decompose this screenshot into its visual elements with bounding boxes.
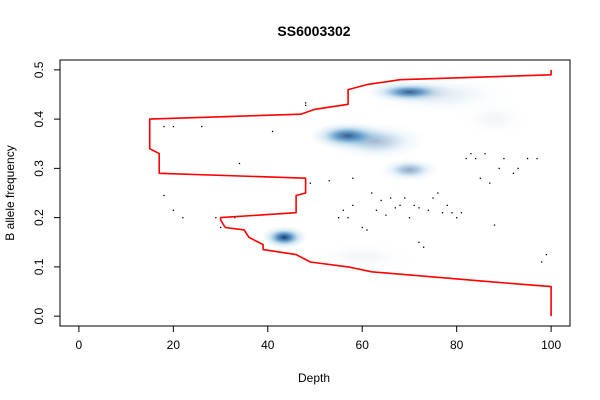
y-tick-label: 0.1 <box>32 258 46 275</box>
series-line <box>148 69 552 317</box>
data-point <box>418 207 420 209</box>
data-point <box>456 217 458 219</box>
y-tick-label: 0.0 <box>32 307 46 324</box>
data-point <box>201 125 203 128</box>
data-point <box>489 182 491 184</box>
data-point <box>460 212 463 214</box>
data-point <box>465 157 467 160</box>
data-point <box>172 209 175 211</box>
x-tick-label: 0 <box>76 338 83 352</box>
x-tick-label: 40 <box>261 338 275 352</box>
data-point <box>361 226 363 229</box>
data-point <box>545 253 548 256</box>
data-point <box>536 157 538 160</box>
data-point <box>493 224 496 226</box>
series-layer <box>148 69 552 317</box>
data-point <box>352 177 354 179</box>
y-tick-label: 0.4 <box>32 110 46 127</box>
data-point <box>479 177 481 179</box>
density-layer <box>260 72 536 274</box>
data-point <box>404 197 406 199</box>
data-point <box>375 209 378 211</box>
data-point <box>418 241 420 243</box>
data-point <box>432 197 434 199</box>
data-point <box>342 209 345 211</box>
density-blob <box>378 157 441 182</box>
y-tick-label: 0.5 <box>32 61 46 78</box>
data-point <box>512 172 515 174</box>
data-point <box>238 162 241 165</box>
x-axis-label: Depth <box>298 371 330 385</box>
density-blob <box>299 240 425 274</box>
data-point <box>347 217 349 219</box>
x-axis: 0 20 40 60 80 100 <box>76 325 561 352</box>
data-point <box>408 217 411 219</box>
y-tick-label: 0.3 <box>32 160 46 177</box>
data-point <box>503 157 505 160</box>
x-tick-label: 20 <box>167 338 181 352</box>
data-point <box>366 229 368 231</box>
data-point <box>541 261 543 263</box>
data-point <box>352 204 354 207</box>
data-point <box>441 212 444 214</box>
data-point <box>427 209 430 211</box>
data-point <box>234 217 236 219</box>
data-point <box>172 125 175 128</box>
data-point <box>413 204 415 207</box>
data-point <box>163 125 165 128</box>
y-axis-label: B allele frequency <box>3 145 17 240</box>
data-point <box>182 217 184 219</box>
chart-title: SS6003302 <box>277 23 350 39</box>
data-point <box>446 204 448 207</box>
data-point <box>328 180 330 182</box>
data-point <box>484 152 486 155</box>
data-point <box>304 102 307 104</box>
data-point <box>219 226 222 229</box>
data-point <box>380 199 382 202</box>
density-blob <box>452 97 536 141</box>
data-point <box>271 130 274 133</box>
data-point <box>526 157 529 160</box>
data-point <box>394 207 396 209</box>
data-point <box>304 104 307 107</box>
data-point <box>517 167 519 170</box>
y-tick-label: 0.2 <box>32 209 46 226</box>
data-point <box>163 194 165 197</box>
density-blob <box>260 225 309 250</box>
density-blob <box>324 121 429 161</box>
data-point <box>385 214 387 216</box>
x-tick-label: 100 <box>541 338 561 352</box>
data-point <box>309 182 311 184</box>
data-point <box>423 246 425 248</box>
data-point <box>498 167 500 170</box>
x-tick-label: 80 <box>450 338 464 352</box>
data-point <box>371 192 373 194</box>
points-layer <box>163 102 548 263</box>
data-point <box>470 152 472 155</box>
data-point <box>437 192 439 194</box>
y-axis: 0.0 0.1 0.2 0.3 0.4 0.5 <box>32 61 61 324</box>
data-point <box>215 217 217 219</box>
data-point <box>338 217 340 219</box>
data-point <box>451 212 453 214</box>
data-point <box>399 204 401 207</box>
data-point <box>474 157 477 160</box>
data-point <box>389 197 392 199</box>
x-tick-label: 60 <box>356 338 370 352</box>
